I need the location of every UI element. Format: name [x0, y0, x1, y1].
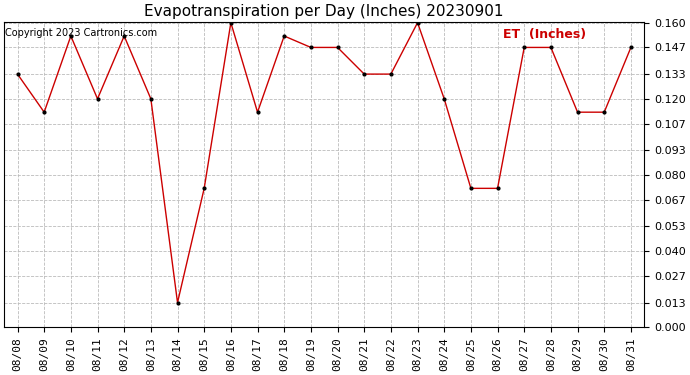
Title: Evapotranspiration per Day (Inches) 20230901: Evapotranspiration per Day (Inches) 2023… [144, 4, 504, 19]
Text: Copyright 2023 Cartronics.com: Copyright 2023 Cartronics.com [6, 28, 157, 38]
Text: ET  (Inches): ET (Inches) [504, 28, 586, 41]
